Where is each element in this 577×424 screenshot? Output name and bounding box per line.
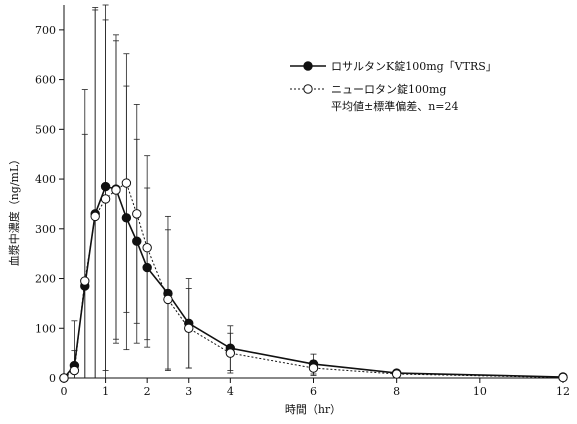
y-axis-label: 血漿中濃度（ng/mL）	[7, 154, 21, 267]
x-tick-label: 6	[310, 385, 317, 398]
y-tick-label: 600	[35, 74, 56, 87]
data-point-series-1	[132, 236, 142, 246]
legend-marker-series-1	[303, 61, 313, 71]
x-tick-label: 3	[185, 385, 192, 398]
data-point-series-2	[225, 348, 236, 358]
data-point-series-2	[111, 185, 121, 195]
series-line-2	[63, 182, 564, 379]
legend: ロサルタンK錠100mg「VTRS」 ニューロタン錠100mg 平均値±標準偏差…	[290, 59, 497, 113]
y-tick-label: 500	[35, 123, 56, 136]
data-point-series-2	[163, 294, 173, 305]
data-point-series-1	[100, 181, 111, 192]
legend-marker-series-2	[303, 84, 313, 94]
data-point-series-2	[184, 323, 194, 333]
data-point-series-2	[308, 363, 319, 373]
x-tick-label: 10	[473, 385, 487, 398]
x-tick-label: 0	[61, 385, 68, 398]
x-tick-label: 2	[144, 385, 151, 398]
data-point-series-2	[132, 209, 142, 219]
x-tick-label: 1	[102, 385, 109, 398]
data-point-series-2	[558, 372, 568, 383]
y-tick-label: 400	[35, 173, 56, 186]
data-point-series-2	[142, 242, 152, 253]
x-tick-label: 12	[556, 385, 570, 398]
legend-label-series-1: ロサルタンK錠100mg「VTRS」	[331, 59, 497, 73]
legend-note: 平均値±標準偏差、n=24	[331, 99, 459, 113]
y-tick-label: 200	[35, 273, 56, 286]
y-tick-label: 300	[35, 223, 56, 236]
data-point-series-2	[90, 211, 100, 222]
y-tick-label: 0	[49, 372, 56, 385]
data-point-series-2	[100, 194, 111, 204]
error-bars	[71, 4, 566, 378]
data-points	[59, 178, 568, 383]
y-tick-label: 700	[35, 24, 56, 37]
x-tick-label: 8	[393, 385, 400, 398]
x-tick-label: 4	[227, 385, 234, 398]
data-point-series-2	[391, 369, 402, 379]
y-tick-label: 100	[35, 322, 56, 335]
data-point-series-2	[59, 373, 69, 383]
data-point-series-2	[69, 365, 80, 376]
data-point-series-2	[80, 276, 90, 286]
data-point-series-2	[121, 178, 132, 188]
legend-label-series-2: ニューロタン錠100mg	[331, 82, 446, 96]
data-point-series-1	[142, 262, 152, 273]
x-axis-label: 時間（hr）	[285, 403, 341, 416]
data-point-series-1	[121, 213, 132, 223]
